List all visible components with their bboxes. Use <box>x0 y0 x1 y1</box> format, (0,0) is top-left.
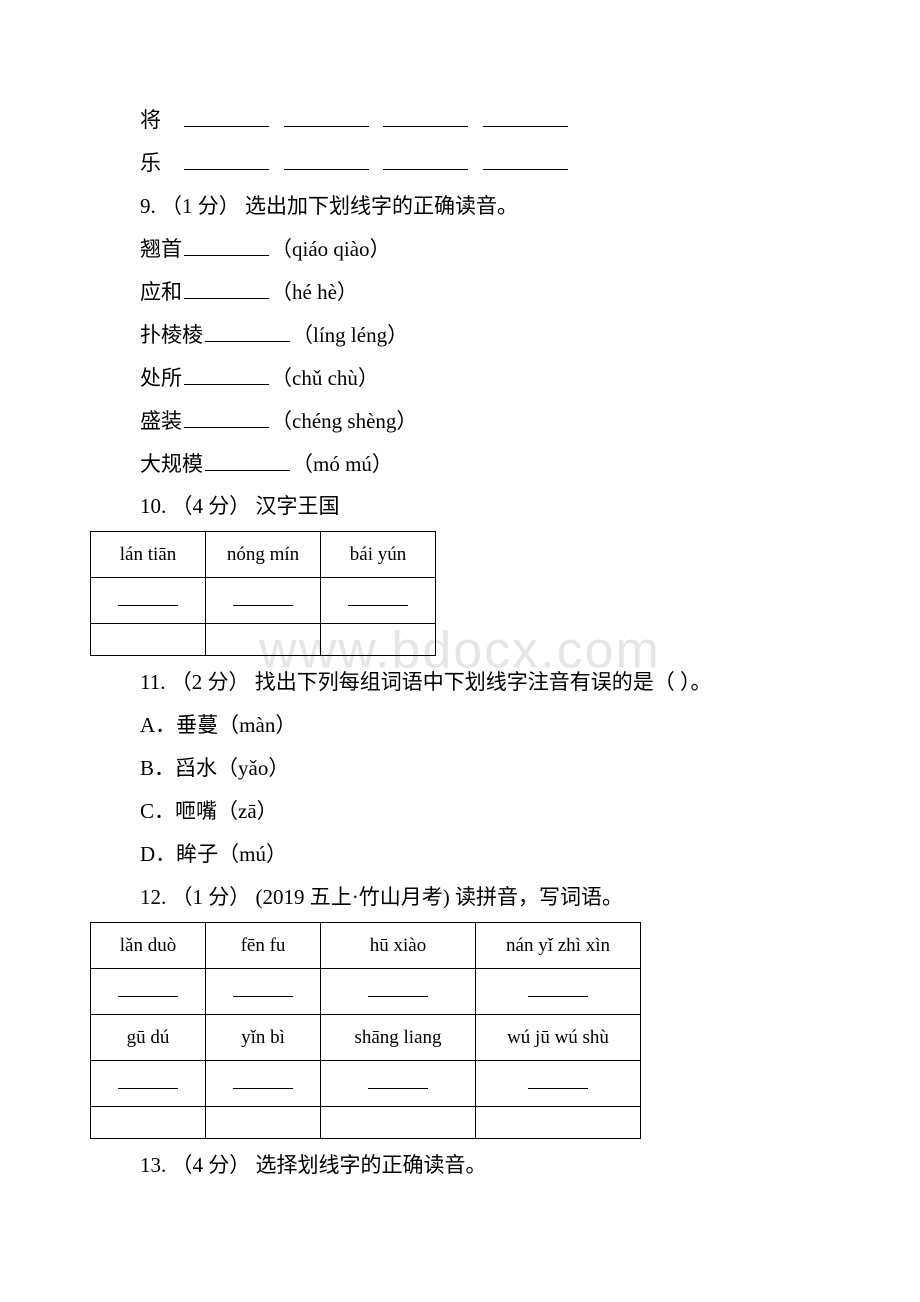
q11-option: D．眸子（mú） <box>140 834 830 875</box>
table-cell <box>321 1107 476 1139</box>
table-row <box>91 1107 641 1139</box>
table-cell <box>476 1107 641 1139</box>
table-cell: shāng liang <box>321 1015 476 1061</box>
char-label: 乐 <box>140 151 161 175</box>
table-cell: yǐn bì <box>206 1015 321 1061</box>
table-cell <box>206 1107 321 1139</box>
table-cell: nóng mín <box>206 532 321 578</box>
q9-word: 盛装 <box>140 409 182 433</box>
table-cell: fēn fu <box>206 923 321 969</box>
q9-word: 扑棱棱 <box>140 323 203 347</box>
q10-table: lán tiān nóng mín bái yún <box>90 531 436 656</box>
fill-row-le: 乐 <box>140 143 830 184</box>
table-cell <box>206 1061 321 1107</box>
table-cell <box>91 1107 206 1139</box>
q9-word: 翘首 <box>140 237 182 261</box>
table-row <box>91 578 436 624</box>
q9-pinyin: （qiáo qiào） <box>271 237 391 261</box>
q10-prefix: 10. （4 分） 汉字王国 <box>140 486 830 527</box>
q11-prefix: 11. （2 分） 找出下列每组词语中下划线字注音有误的是（ ）。 <box>140 662 830 703</box>
table-row: lán tiān nóng mín bái yún <box>91 532 436 578</box>
table-cell <box>321 1061 476 1107</box>
q9-item: 应和 （hé hè） <box>140 272 830 313</box>
q9-item: 盛装 （chéng shèng） <box>140 401 830 442</box>
table-row <box>91 1061 641 1107</box>
q9-pinyin: （mó mú） <box>292 452 393 476</box>
table-cell <box>476 969 641 1015</box>
table-cell <box>91 969 206 1015</box>
q11-option: C．咂嘴（zā） <box>140 791 830 832</box>
q9-prefix: 9. （1 分） 选出加下划线字的正确读音。 <box>140 186 830 227</box>
table-cell: bái yún <box>321 532 436 578</box>
table-row <box>91 969 641 1015</box>
q13-prefix: 13. （4 分） 选择划线字的正确读音。 <box>140 1145 830 1186</box>
q9-word: 处所 <box>140 366 182 390</box>
page-content: 将 乐 9. （1 分） 选出加下划线字的正确读音。 翘首 （qiáo qiào）… <box>140 100 830 1186</box>
table-cell: wú jū wú shù <box>476 1015 641 1061</box>
table-cell <box>321 969 476 1015</box>
table-row <box>91 624 436 656</box>
q9-pinyin: （líng léng） <box>292 323 408 347</box>
q9-item: 翘首 （qiáo qiào） <box>140 229 830 270</box>
q12-prefix: 12. （1 分） (2019 五上·竹山月考) 读拼音，写词语。 <box>140 877 830 918</box>
q9-word: 应和 <box>140 280 182 304</box>
q12-table: lǎn duò fēn fu hū xiào nán yǐ zhì xìn gū… <box>90 922 641 1139</box>
table-cell <box>206 578 321 624</box>
table-cell <box>91 624 206 656</box>
q9-pinyin: （chǔ chù） <box>271 366 379 390</box>
q9-item: 扑棱棱 （líng léng） <box>140 315 830 356</box>
table-cell <box>321 578 436 624</box>
table-cell <box>91 1061 206 1107</box>
table-cell <box>321 624 436 656</box>
table-cell <box>476 1061 641 1107</box>
char-label: 将 <box>140 108 161 132</box>
table-cell <box>206 624 321 656</box>
table-cell: hū xiào <box>321 923 476 969</box>
table-cell: lán tiān <box>91 532 206 578</box>
q9-pinyin: （chéng shèng） <box>271 409 417 433</box>
q11-option: B．舀水（yǎo） <box>140 748 830 789</box>
q9-word: 大规模 <box>140 452 203 476</box>
table-cell <box>206 969 321 1015</box>
table-cell: lǎn duò <box>91 923 206 969</box>
table-cell: gū dú <box>91 1015 206 1061</box>
table-cell <box>91 578 206 624</box>
table-row: lǎn duò fēn fu hū xiào nán yǐ zhì xìn <box>91 923 641 969</box>
fill-row-jiang: 将 <box>140 100 830 141</box>
q11-option: A．垂蔓（màn） <box>140 705 830 746</box>
q9-item: 大规模 （mó mú） <box>140 444 830 485</box>
q9-item: 处所 （chǔ chù） <box>140 358 830 399</box>
table-cell: nán yǐ zhì xìn <box>476 923 641 969</box>
q9-pinyin: （hé hè） <box>271 280 358 304</box>
table-row: gū dú yǐn bì shāng liang wú jū wú shù <box>91 1015 641 1061</box>
